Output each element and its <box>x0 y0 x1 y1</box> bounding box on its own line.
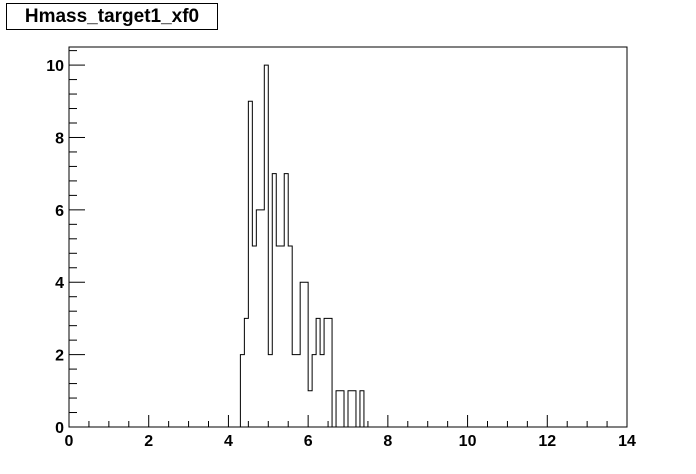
chart-title: Hmass_target1_xf0 <box>6 3 218 30</box>
y-tick-label: 2 <box>55 348 64 365</box>
y-tick-label: 0 <box>55 420 64 437</box>
y-tick-label: 8 <box>55 130 64 147</box>
x-tick-label: 2 <box>144 433 153 450</box>
x-tick-label: 14 <box>618 433 636 450</box>
x-tick-label: 6 <box>304 433 313 450</box>
plot-frame <box>68 46 628 428</box>
histogram-line <box>69 64 627 428</box>
y-tick-label: 4 <box>55 275 64 292</box>
x-tick-labels: 0 2 4 6 8 10 12 14 <box>65 433 636 450</box>
y-tick-label: 10 <box>46 58 64 75</box>
y-tick-labels: 0 2 4 6 8 10 <box>46 58 64 437</box>
y-tick-label: 6 <box>55 203 64 220</box>
x-tick-label: 4 <box>224 433 233 450</box>
x-tick-label: 12 <box>538 433 556 450</box>
axis-ticks <box>68 50 628 428</box>
x-tick-label: 8 <box>383 433 392 450</box>
x-tick-label: 0 <box>65 433 74 450</box>
x-tick-label: 10 <box>459 433 477 450</box>
